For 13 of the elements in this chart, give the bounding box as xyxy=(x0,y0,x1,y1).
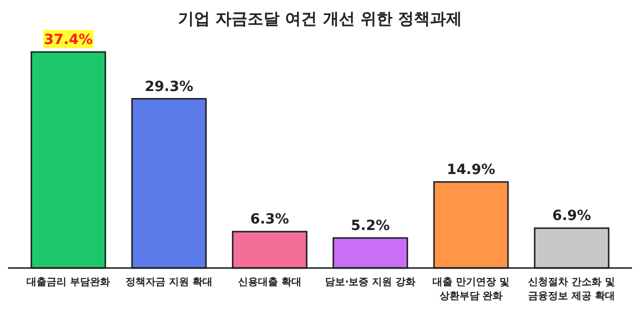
x-tick-label: 정책자금 지원 확대 xyxy=(124,276,214,290)
data-label: 5.2% xyxy=(350,218,390,234)
data-label: 29.3% xyxy=(144,78,194,95)
data-label: 37.4% xyxy=(44,32,93,48)
data-label: 6.3% xyxy=(250,212,290,228)
x-tick-label: 담보·보증 지원 강화 xyxy=(324,276,416,290)
chart-title: 기업 자금조달 여건 개선 위한 정책과제 xyxy=(178,9,462,28)
x-tick-label: 신용대출 확대 xyxy=(236,276,302,290)
x-tick-label: 대출 만기연장 및 상환부담 완화 xyxy=(432,276,510,304)
data-label: 14.9% xyxy=(446,162,496,178)
x-tick-label: 대출금리 부담완화 xyxy=(26,276,112,290)
data-label: 6.9% xyxy=(552,208,592,224)
x-tick-label: 신청절차 간소화 및 금융정보 제공 확대 xyxy=(527,276,616,304)
